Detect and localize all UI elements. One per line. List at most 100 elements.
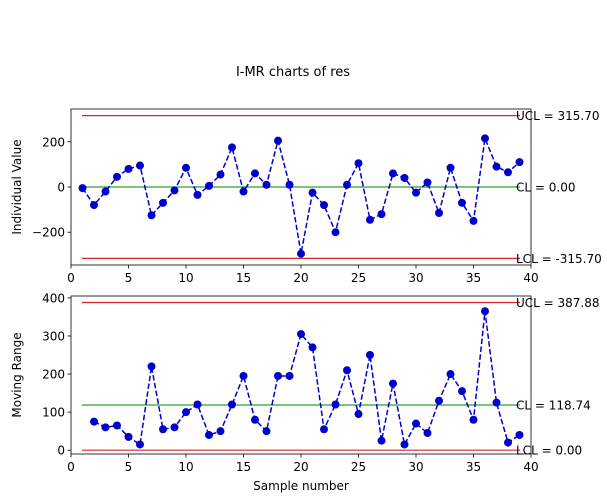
moving-range-chart: UCL = 387.88 CL = 118.74 LCL = 0.00 0 5 10 15 2… xyxy=(10,291,599,493)
data-point xyxy=(251,415,259,424)
data-point xyxy=(320,425,328,434)
data-point xyxy=(285,371,294,380)
data-point xyxy=(515,430,524,439)
data-point xyxy=(400,440,409,449)
data-point xyxy=(193,400,202,409)
data-point xyxy=(147,211,156,220)
x-tick-label: 20 xyxy=(293,271,308,285)
x-tick-label: 15 xyxy=(236,271,251,285)
data-point xyxy=(113,172,121,181)
data-point xyxy=(147,362,156,371)
x-axis-title: Sample number xyxy=(253,479,349,493)
data-point xyxy=(458,198,466,207)
data-point xyxy=(101,423,110,432)
data-point xyxy=(228,143,236,152)
data-point xyxy=(228,400,236,409)
data-point xyxy=(435,396,443,405)
x-tick-label: 35 xyxy=(466,271,481,285)
data-point xyxy=(90,201,98,210)
data-point xyxy=(469,415,478,424)
x-tick-label: 30 xyxy=(408,271,423,285)
series-line xyxy=(81,135,520,254)
x-tick-label: 5 xyxy=(125,460,133,474)
data-point xyxy=(297,330,305,339)
limit-label-lcl: LCL = 0.00 xyxy=(516,444,582,458)
data-point xyxy=(354,410,363,419)
data-point xyxy=(182,408,190,417)
y-axis-title: Moving Range xyxy=(10,332,24,417)
x-tick-label: 20 xyxy=(293,460,308,474)
y-tick-label: 0 xyxy=(57,444,65,458)
data-point xyxy=(343,180,351,189)
data-point xyxy=(423,178,432,187)
plot-frame xyxy=(70,295,532,455)
data-point xyxy=(377,436,386,445)
data-point xyxy=(182,163,190,172)
data-point xyxy=(412,419,420,428)
individuals-chart: UCL = 315.70 CL = 0.00 LCL = -315.70 0 5 10 15… xyxy=(10,108,602,285)
x-tick-label: 10 xyxy=(178,271,193,285)
data-point xyxy=(205,181,213,190)
data-point xyxy=(389,169,397,178)
data-point xyxy=(262,427,271,436)
data-point xyxy=(504,168,512,177)
data-point xyxy=(481,307,489,316)
data-point xyxy=(262,180,271,189)
data-point xyxy=(308,188,317,197)
data-point xyxy=(377,210,386,219)
data-point xyxy=(366,215,374,224)
data-point xyxy=(354,159,363,168)
data-point xyxy=(193,190,202,199)
data-point xyxy=(308,343,317,352)
limit-label-lcl: LCL = -315.70 xyxy=(516,252,602,266)
data-point xyxy=(320,201,328,210)
data-point xyxy=(343,366,351,375)
data-point xyxy=(113,421,121,430)
data-point xyxy=(216,427,225,436)
data-point xyxy=(331,228,340,237)
x-tick-label: 25 xyxy=(351,271,366,285)
data-point xyxy=(297,249,305,258)
data-point xyxy=(274,371,282,380)
data-point xyxy=(492,162,501,171)
limit-label-ucl: UCL = 315.70 xyxy=(516,109,600,123)
limit-label-ucl: UCL = 387.88 xyxy=(516,296,600,310)
x-tick-label: 0 xyxy=(67,460,75,474)
x-tick-label: 40 xyxy=(523,460,538,474)
data-point xyxy=(159,198,167,207)
y-axis-title: Individual Value xyxy=(10,139,24,234)
x-tick-label: 25 xyxy=(351,460,366,474)
data-point xyxy=(331,400,340,409)
x-tick-label: 15 xyxy=(236,460,251,474)
data-point xyxy=(216,170,225,179)
x-tick-label: 5 xyxy=(125,271,133,285)
data-point xyxy=(423,429,432,438)
x-tick-label: 30 xyxy=(408,460,423,474)
y-tick-label: 0 xyxy=(57,181,65,195)
y-tick-label: 400 xyxy=(42,291,65,305)
data-point xyxy=(136,440,144,449)
data-point xyxy=(170,423,179,432)
limit-label-cl: CL = 0.00 xyxy=(516,181,575,195)
limit-label-cl: CL = 118.74 xyxy=(516,398,591,412)
data-point xyxy=(481,134,489,143)
data-point xyxy=(446,370,455,379)
data-point xyxy=(239,371,248,380)
data-point xyxy=(239,187,248,196)
data-point xyxy=(446,163,455,172)
data-point xyxy=(400,173,409,182)
data-point xyxy=(515,158,524,167)
figure-title: I-MR charts of res xyxy=(236,65,350,80)
data-point xyxy=(366,351,374,360)
data-point xyxy=(435,209,443,217)
x-tick-label: 35 xyxy=(466,460,481,474)
y-tick-label: 200 xyxy=(42,368,65,382)
y-tick-label: 200 xyxy=(42,135,65,149)
data-point xyxy=(124,432,133,441)
data-point xyxy=(101,187,110,196)
data-point xyxy=(170,186,179,195)
y-tick-label: −200 xyxy=(32,226,65,240)
data-point xyxy=(274,136,282,145)
series-line xyxy=(93,311,520,447)
data-point xyxy=(90,417,98,426)
